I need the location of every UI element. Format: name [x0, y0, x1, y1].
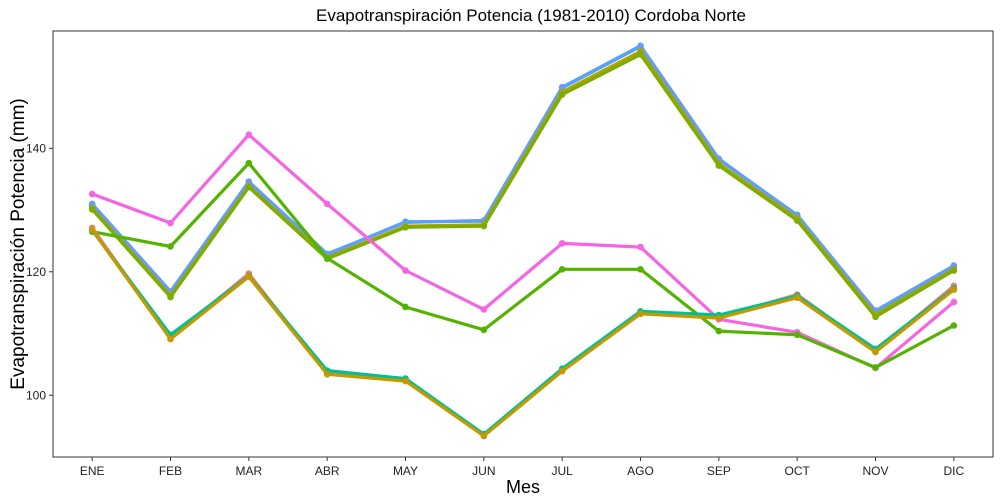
- data-point: [323, 254, 331, 262]
- data-point: [637, 51, 644, 58]
- data-point: [167, 335, 174, 343]
- x-tick-label: ENE: [80, 464, 105, 478]
- data-point: [558, 266, 566, 273]
- y-axis-label: Evapotranspiración Potencia (mm): [8, 98, 29, 389]
- series-6: [88, 159, 958, 371]
- data-point: [167, 293, 174, 301]
- chart-title: Evapotranspiración Potencia (1981-2010) …: [316, 6, 746, 25]
- data-point: [402, 303, 409, 311]
- data-point: [402, 267, 409, 274]
- y-tick-label: 120: [26, 265, 46, 279]
- y-tick-label: 100: [26, 388, 46, 402]
- x-axis-label: Mes: [506, 477, 540, 497]
- data-point: [872, 313, 879, 321]
- x-tick-label: JUL: [551, 464, 573, 478]
- x-tick-label: OCT: [784, 464, 810, 478]
- data-point: [480, 306, 488, 313]
- series-line: [90, 44, 956, 313]
- series-line: [90, 133, 956, 370]
- data-point: [480, 222, 488, 230]
- data-point: [245, 183, 253, 191]
- y-axis: 100 120 140: [26, 141, 53, 402]
- plot-panel: [52, 30, 994, 458]
- x-axis: ENE FEB MAR ABR MAY JUN JUL AGO SEP OCT NOV DIC: [80, 457, 964, 478]
- data-point: [88, 226, 96, 234]
- data-point: [793, 217, 801, 224]
- data-point: [88, 190, 96, 198]
- x-tick-label: JUN: [472, 464, 495, 478]
- x-tick-label: DIC: [943, 464, 964, 478]
- data-point: [950, 298, 958, 306]
- data-point: [323, 370, 331, 378]
- x-tick-label: NOV: [862, 464, 888, 478]
- data-point: [715, 162, 723, 169]
- data-point: [402, 224, 409, 231]
- data-point: [558, 240, 566, 247]
- data-point: [402, 377, 409, 385]
- data-point: [637, 42, 644, 50]
- series-layer: [88, 42, 958, 440]
- data-point: [558, 367, 566, 375]
- data-point: [793, 294, 801, 302]
- data-point: [480, 326, 488, 334]
- data-point: [715, 314, 723, 322]
- series-line: [90, 161, 956, 370]
- series-5: [88, 131, 958, 372]
- x-tick-label: SEP: [707, 464, 731, 478]
- x-tick-label: MAR: [235, 464, 262, 478]
- data-point: [637, 310, 644, 318]
- data-point: [480, 432, 488, 440]
- data-point: [950, 267, 958, 274]
- data-point: [950, 322, 958, 329]
- data-point: [323, 200, 331, 208]
- x-tick-label: ABR: [315, 464, 340, 478]
- x-tick-label: MAY: [393, 464, 418, 478]
- data-point: [245, 159, 253, 167]
- data-point: [637, 243, 644, 251]
- x-tick-label: AGO: [627, 464, 654, 478]
- data-point: [872, 364, 879, 371]
- y-tick-label: 140: [26, 141, 46, 155]
- x-tick-label: FEB: [159, 464, 182, 478]
- data-point: [715, 327, 723, 335]
- data-point: [558, 91, 566, 98]
- series-9: [88, 226, 958, 440]
- series-line: [90, 228, 956, 438]
- data-point: [245, 273, 253, 281]
- data-point: [793, 331, 801, 339]
- data-point: [558, 83, 566, 91]
- series-line: [90, 52, 956, 319]
- data-point: [167, 243, 174, 250]
- data-point: [950, 286, 958, 293]
- data-point: [167, 219, 174, 227]
- data-point: [637, 266, 644, 273]
- data-point: [872, 348, 879, 356]
- data-point: [245, 131, 253, 139]
- data-point: [88, 206, 96, 213]
